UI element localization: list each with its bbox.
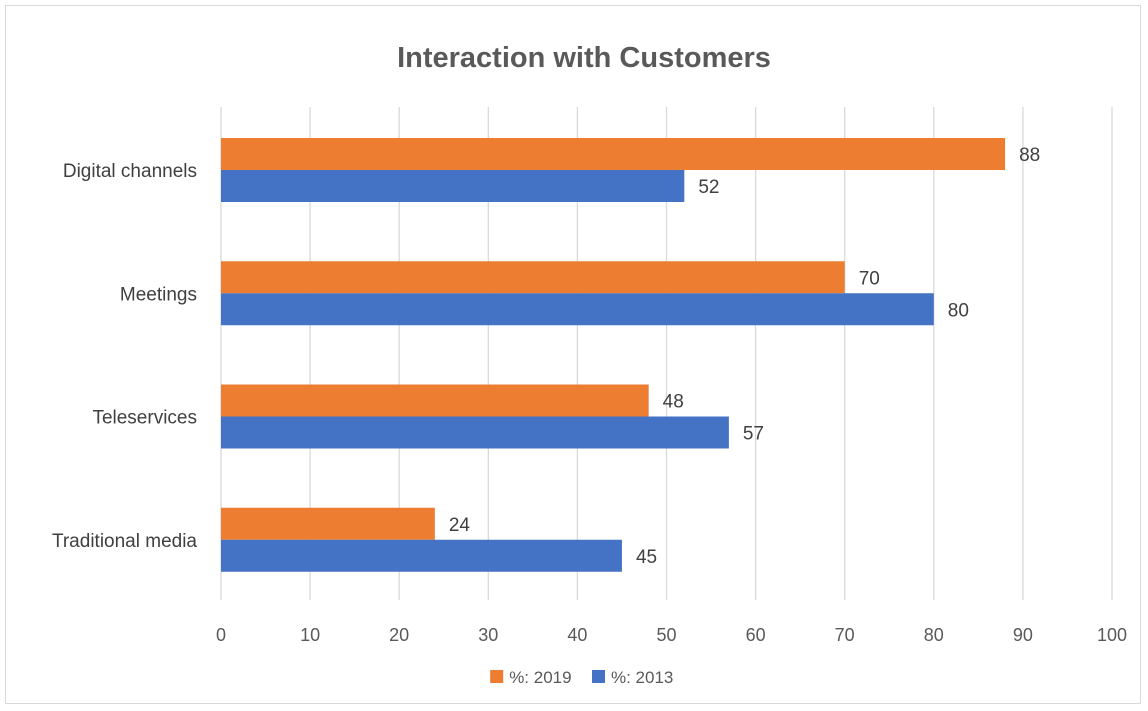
bar-traditional-media-2019 [221, 507, 435, 540]
data-label-digital-channels-2013: 52 [698, 177, 719, 198]
legend-swatch-2013 [592, 670, 605, 683]
bar-teleservices-2019 [221, 384, 649, 417]
bar-meetings-2013 [221, 293, 934, 326]
bar-traditional-media-2013 [221, 539, 622, 572]
x-tick-label-100: 100 [1097, 625, 1127, 645]
bar-digital-channels-2013 [221, 170, 685, 202]
x-tick-label-10: 10 [300, 625, 320, 645]
category-label-meetings: Meetings [120, 284, 197, 305]
data-label-traditional-media-2019: 24 [449, 515, 471, 536]
category-label-teleservices: Teleservices [92, 408, 197, 429]
bar-meetings-2019 [221, 261, 845, 294]
category-label-digital-channels: Digital channels [63, 161, 197, 182]
data-label-meetings-2013: 80 [948, 300, 969, 321]
x-tick-label-50: 50 [656, 625, 676, 645]
legend-label-2013: %: 2013 [611, 668, 673, 687]
legend-swatch-2019 [490, 670, 504, 683]
legend-label-2019: %: 2019 [509, 668, 571, 687]
x-tick-label-70: 70 [835, 625, 855, 645]
data-label-meetings-2019: 70 [859, 268, 880, 289]
x-tick-label-40: 40 [567, 625, 587, 645]
data-label-teleservices-2019: 48 [663, 392, 684, 413]
x-tick-label-20: 20 [389, 625, 409, 645]
x-tick-label-90: 90 [1013, 625, 1033, 645]
labels: 0 10 20 30 40 50 60 70 80 90 100 88 52 Digital channe… [52, 145, 1127, 645]
bar-digital-channels-2019 [221, 138, 1006, 170]
data-label-teleservices-2013: 57 [743, 424, 764, 445]
legend: %: 2019 %: 2013 [490, 668, 673, 687]
data-label-digital-channels-2019: 88 [1019, 145, 1040, 166]
bars [221, 138, 1006, 572]
chart-frame [5, 5, 1141, 704]
x-tick-label-60: 60 [746, 625, 766, 645]
chart-title: Interaction with Customers [397, 42, 771, 74]
x-tick-label-80: 80 [924, 625, 944, 645]
x-tick-label-0: 0 [216, 625, 226, 645]
x-tick-label-30: 30 [478, 625, 498, 645]
bar-teleservices-2013 [221, 416, 729, 449]
category-label-traditional-media: Traditional media [52, 531, 197, 552]
data-label-traditional-media-2013: 45 [636, 547, 657, 568]
